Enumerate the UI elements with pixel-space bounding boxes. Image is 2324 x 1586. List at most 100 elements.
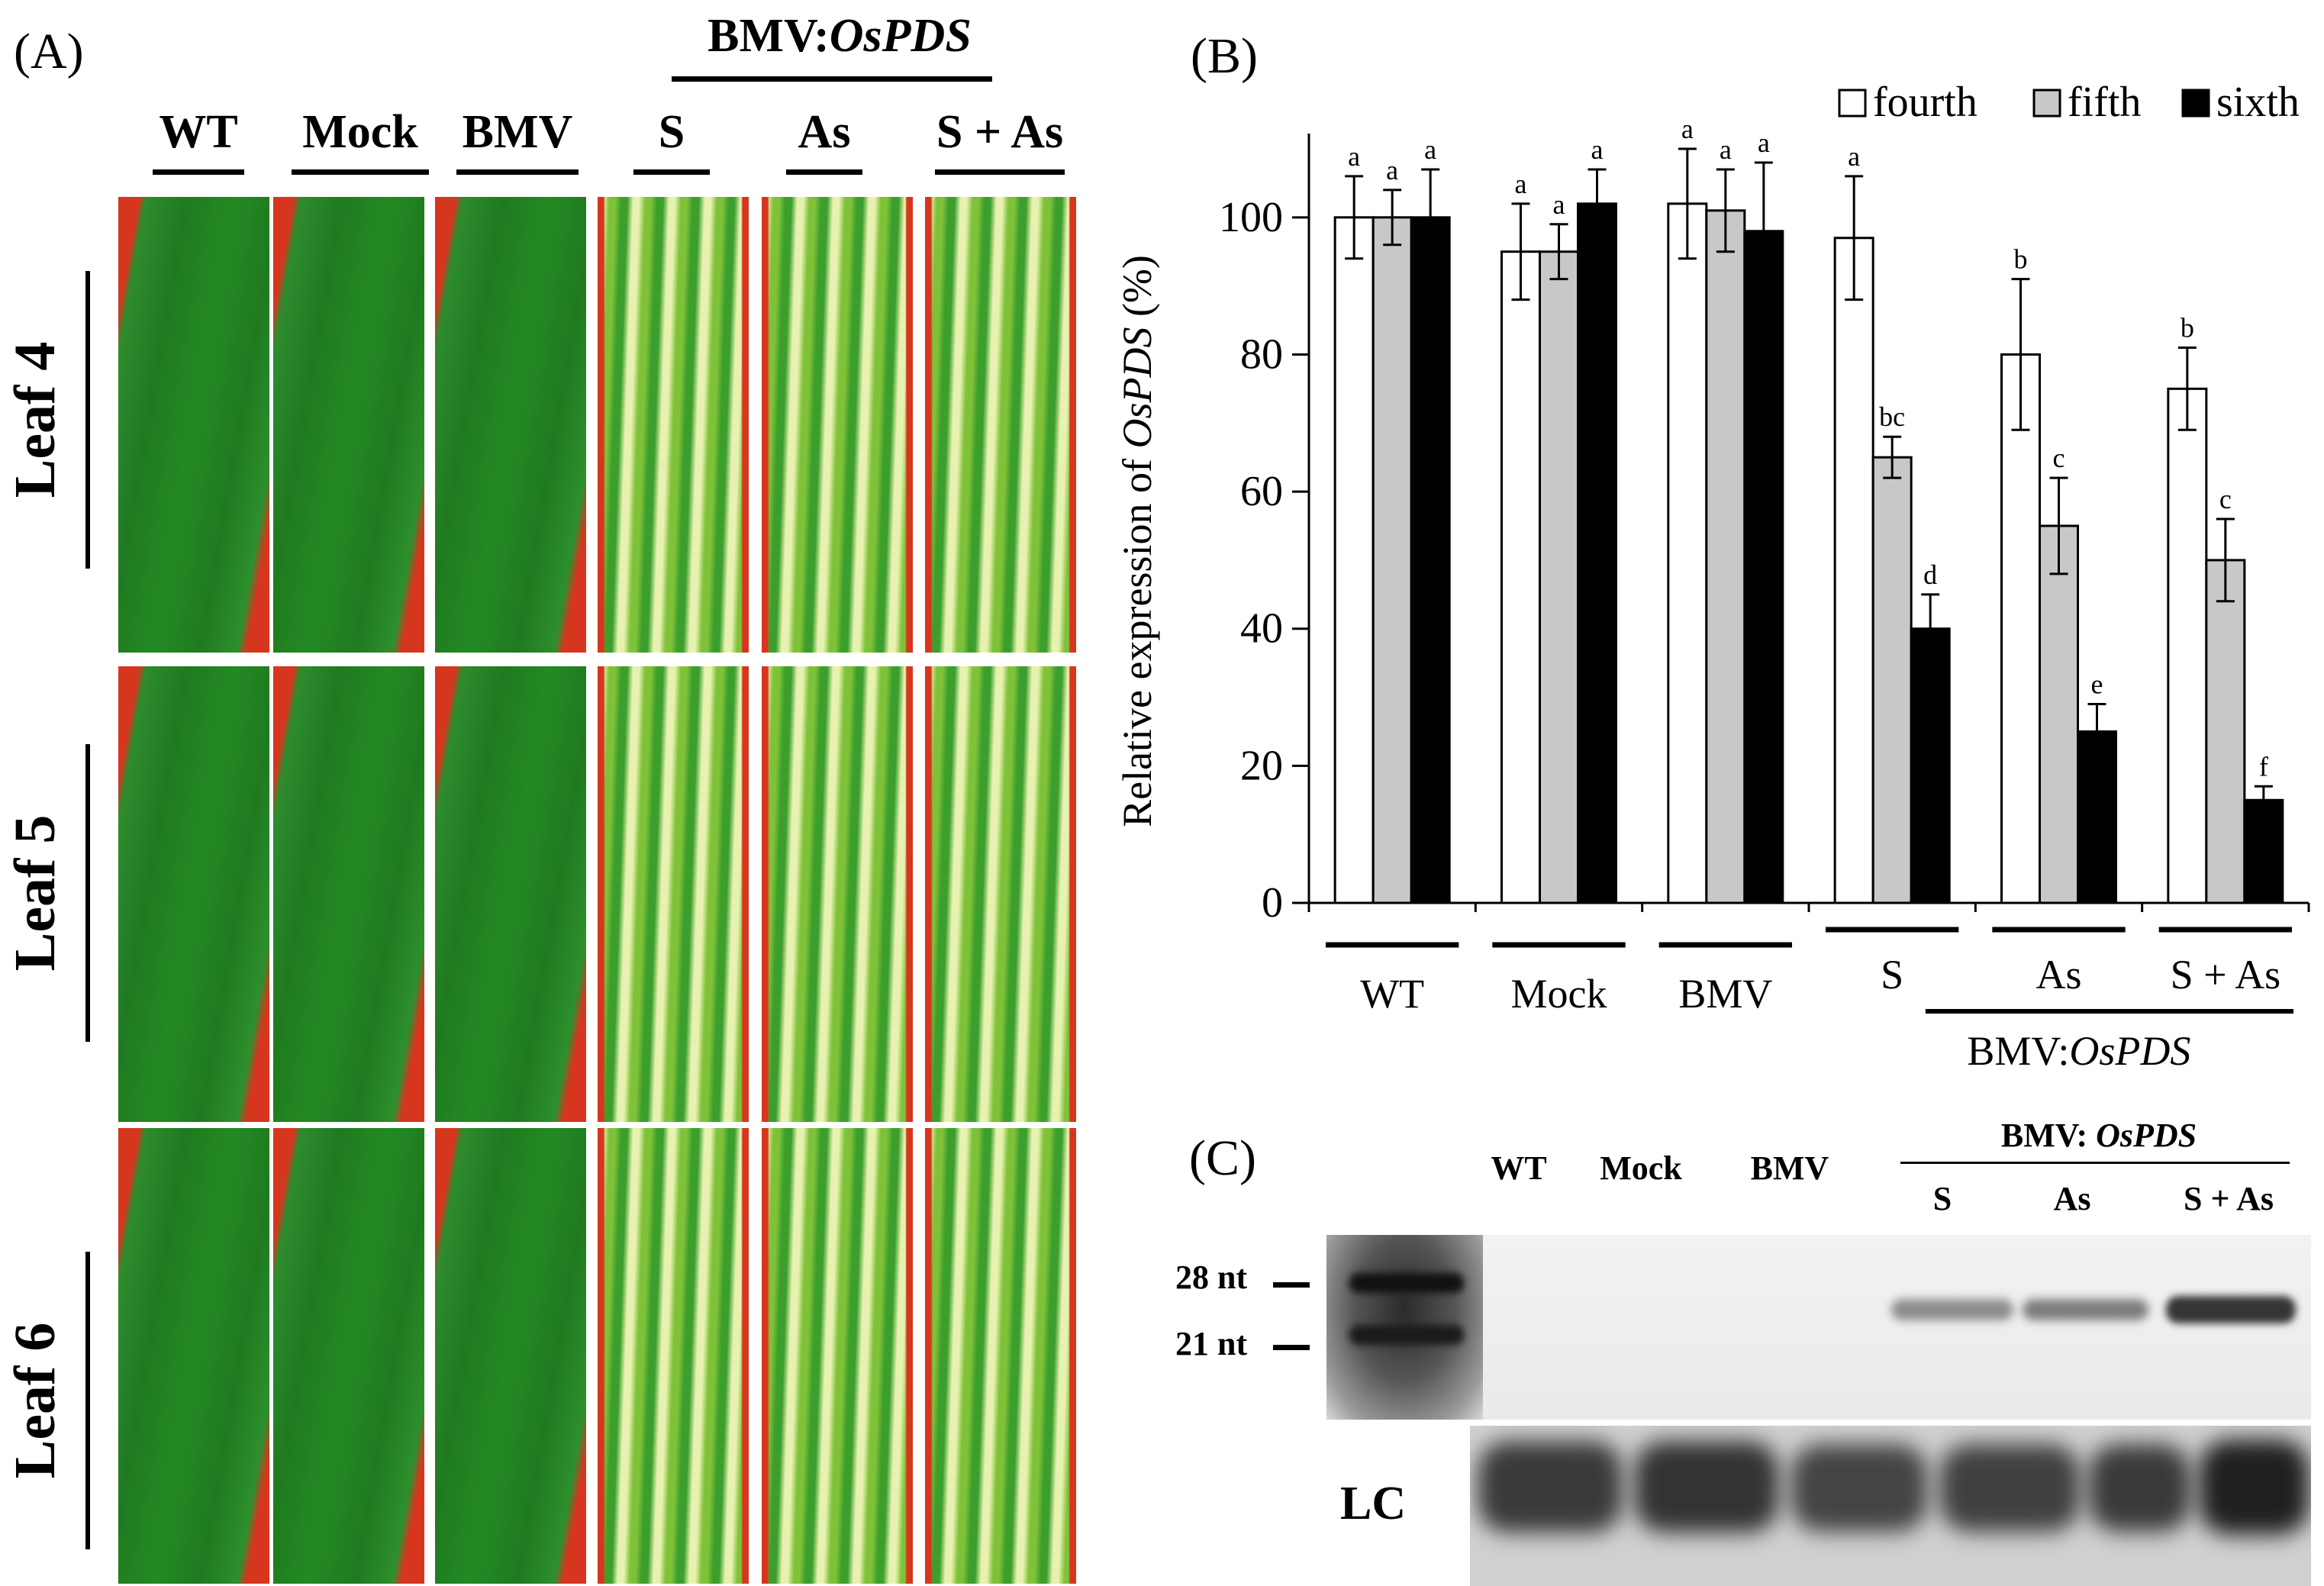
- blot-band-s-as: [2166, 1296, 2296, 1323]
- group-caption-prefix: BMV:: [1967, 1028, 2069, 1074]
- column-header-underline-1: [292, 169, 429, 175]
- bar-fourth-1: [1500, 250, 1541, 904]
- sig-letter-fourth-2: a: [1681, 114, 1694, 144]
- y-axis-label-gene: OsPDS: [1114, 327, 1160, 449]
- row-label-1: Leaf 5: [3, 814, 67, 972]
- panel-c-group-rule: [1900, 1162, 2290, 1164]
- marker-21nt: 21 nt: [1175, 1325, 1248, 1362]
- column-header-1: Mock: [302, 106, 418, 158]
- panel-c-label: (C): [1189, 1130, 1256, 1186]
- leaf-image-r2-c4: [762, 1128, 913, 1584]
- bar-sixth-2: [1743, 230, 1784, 904]
- leaf-image-r2-c1: [273, 1128, 424, 1584]
- bar-fourth-3: [1833, 237, 1874, 904]
- sig-letter-fourth-3: a: [1848, 141, 1860, 172]
- panel-c-group-gene: OsPDS: [2096, 1117, 2197, 1154]
- row-bracket-2: [85, 1252, 90, 1549]
- bar-fifth-3: [1871, 456, 1913, 904]
- category-label-0: WT: [1360, 971, 1424, 1017]
- leaf-image-r2-c3: [598, 1128, 749, 1584]
- ladder-band-21: [1349, 1325, 1464, 1345]
- lc-band-5: [2088, 1444, 2191, 1532]
- bar-fifth-2: [1705, 209, 1746, 904]
- marker-28nt: 28 nt: [1175, 1259, 1248, 1296]
- ladder-band-28: [1349, 1273, 1464, 1293]
- sig-letter-fourth-0: a: [1348, 141, 1360, 172]
- leaf-image-r2-c5: [925, 1128, 1076, 1584]
- lane-label-0: WT: [1491, 1149, 1547, 1187]
- panel-b-chart: (B) 0 20 40 60 80 100 Relative expression of Os…: [1114, 28, 2310, 1074]
- lc-band-6: [2199, 1439, 2309, 1535]
- leaf-image-r1-c5: [925, 666, 1076, 1122]
- legend-swatch-fifth: [2032, 89, 2061, 118]
- leaf-image-r0-c5: [925, 197, 1076, 653]
- sig-letter-sixth-1: a: [1591, 134, 1604, 165]
- northern-blot: [1326, 1235, 2311, 1420]
- group-caption-gene: OsPDS: [2069, 1028, 2190, 1074]
- y-axis-label-prefix: Relative expression of: [1114, 449, 1160, 827]
- column-header-0: WT: [159, 106, 238, 158]
- blot-band-as: [2023, 1299, 2148, 1320]
- leaf-image-r1-c2: [435, 666, 586, 1122]
- panel-c-group-prefix: BMV:: [2000, 1117, 2097, 1154]
- sig-letter-sixth-4: e: [2091, 669, 2103, 700]
- panel-a-group-header: BMV:OsPDS: [672, 9, 1007, 63]
- panel-a-group-gene: OsPDS: [829, 10, 972, 62]
- leaf-image-r0-c1: [273, 197, 424, 653]
- row-bracket-0: [85, 271, 90, 569]
- sig-letter-fifth-1: a: [1553, 189, 1565, 220]
- y-tick-label-4: 80: [1240, 330, 1283, 378]
- column-header-underline-4: [786, 169, 862, 175]
- y-tick-label-2: 40: [1240, 605, 1283, 653]
- sig-letter-sixth-5: f: [2259, 751, 2268, 782]
- y-axis-label: Relative expression of OsPDS (%): [1114, 255, 1160, 827]
- panel-c-group-header: BMV: OsPDS: [1900, 1116, 2297, 1155]
- sig-letter-fifth-5: c: [2219, 484, 2232, 514]
- bar-sixth-1: [1577, 202, 1617, 904]
- loading-control-label: LC: [1340, 1478, 1407, 1530]
- leaf-image-r1-c4: [762, 666, 913, 1122]
- blot-band-s: [1891, 1299, 2013, 1320]
- bar-fourth-5: [2167, 387, 2208, 904]
- leaf-image-r0-c3: [598, 197, 749, 653]
- bar-fourth-2: [1667, 202, 1708, 904]
- lc-band-4: [1939, 1444, 2081, 1532]
- row-label-0: Leaf 4: [3, 341, 67, 498]
- sig-letter-fifth-4: c: [2053, 443, 2065, 473]
- column-header-underline-2: [456, 169, 579, 175]
- bar-fifth-1: [1539, 250, 1579, 904]
- bar-fourth-0: [1333, 216, 1375, 904]
- sig-letter-sixth-0: a: [1424, 134, 1436, 165]
- column-header-2: BMV: [462, 106, 573, 158]
- leaf-image-r0-c4: [762, 197, 913, 653]
- category-label-1: Mock: [1511, 971, 1607, 1017]
- loading-control-blot: [1470, 1426, 2311, 1586]
- row-label-2: Leaf 6: [3, 1322, 67, 1479]
- lc-band-1: [1478, 1441, 1623, 1533]
- group-lane-label-1: As: [2053, 1180, 2091, 1217]
- sig-letter-fifth-2: a: [1720, 134, 1732, 165]
- category-label-2: BMV: [1678, 971, 1772, 1017]
- leaf-image-r1-c3: [598, 666, 749, 1122]
- sig-letter-fifth-0: a: [1386, 155, 1398, 185]
- y-tick-label-1: 20: [1240, 742, 1283, 789]
- marker-28nt-tick: [1273, 1282, 1310, 1288]
- leaf-image-r0-c0: [118, 197, 269, 653]
- lane-label-2: BMV: [1750, 1149, 1829, 1187]
- sig-letter-sixth-3: d: [1923, 559, 1937, 590]
- marker-21nt-tick: [1273, 1345, 1310, 1350]
- y-tick-label-3: 60: [1240, 468, 1283, 515]
- column-header-5: S + As: [936, 106, 1064, 158]
- panel-a-label: (A): [14, 24, 84, 79]
- legend-label-sixth: sixth: [2216, 79, 2300, 126]
- lc-band-3: [1791, 1444, 1928, 1532]
- row-bracket-1: [85, 744, 90, 1042]
- sig-letter-fourth-1: a: [1515, 169, 1527, 199]
- column-header-underline-0: [153, 169, 244, 175]
- bar-fifth-4: [2039, 524, 2079, 904]
- legend-swatch-sixth: [2181, 89, 2210, 118]
- sig-letter-fourth-4: b: [2014, 244, 2028, 275]
- leaf-image-r1-c0: [118, 666, 269, 1122]
- column-header-3: S: [658, 106, 685, 158]
- sig-letter-fifth-3: bc: [1879, 401, 1905, 432]
